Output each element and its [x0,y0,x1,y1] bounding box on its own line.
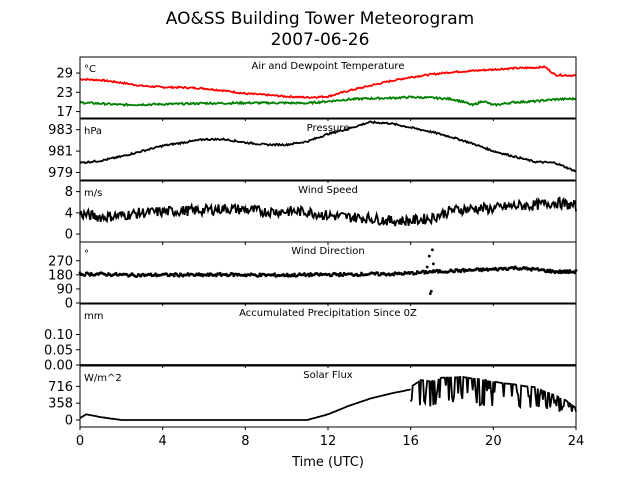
x-tick-label: 20 [485,434,502,449]
y-tick-label: 358 [48,397,73,412]
data-point [358,274,362,277]
series-line-1 [79,196,577,227]
data-point [154,272,158,276]
data-point [308,274,311,278]
data-point [428,292,432,295]
series-line-2 [409,375,577,412]
panel-title: Wind Direction [291,246,365,257]
series-line-1 [79,64,577,99]
data-point [88,274,92,277]
data-point [432,262,435,266]
y-tick-label: 29 [56,67,73,82]
data-point [172,274,176,278]
data-point [429,289,433,293]
panel-title: Pressure [307,123,350,134]
y-tick-label: 0.10 [44,328,73,343]
data-point [530,268,533,272]
y-tick-label: 0 [65,413,73,428]
data-point [309,272,312,275]
data-point [422,269,425,273]
data-point [480,269,484,273]
panel-unit-label: mm [84,311,103,322]
data-point [135,275,139,278]
data-point [557,271,560,275]
data-point [565,269,569,272]
data-point [218,271,222,275]
panel-unit-label: m/s [84,188,102,199]
panel-3: 0 4 8 Wind Speed m/s [65,180,577,245]
y-tick-label: 8 [65,185,73,200]
data-point [376,271,379,275]
y-tick-label: 981 [48,145,73,160]
y-tick-label: 0.05 [44,343,73,358]
data-point [341,274,345,277]
panel-2: 979 981 983 Pressure hPa [48,118,577,183]
panel-title: Air and Dewpoint Temperature [252,61,405,72]
data-point [431,248,434,252]
y-tick-label: 23 [56,86,73,101]
panel-title: Wind Speed [298,185,358,196]
figure-title-line2: 2007-06-26 [271,30,370,50]
data-point [392,273,396,277]
data-point [558,269,562,272]
series-1 [78,248,578,295]
panel-unit-label: W/m^2 [84,373,122,384]
y-tick-label: 17 [56,105,73,120]
data-point [573,271,577,275]
data-point [257,274,260,278]
y-tick-label: 983 [48,123,73,138]
data-point [337,274,341,278]
panel-unit-label: hPa [84,126,102,137]
y-tick-label: 0 [65,297,73,312]
data-point [215,274,218,278]
x-tick-label: 16 [402,434,419,449]
y-tick-label: 180 [48,268,73,283]
data-point [273,272,277,276]
data-point [461,267,465,271]
y-tick-label: 4 [65,206,73,221]
data-point [293,272,296,276]
data-point [427,254,431,258]
data-point [410,270,414,274]
x-tick-label: 0 [76,434,84,449]
data-point [303,272,306,275]
panel-unit-label: °C [84,64,96,75]
data-point [285,272,289,276]
data-point [563,269,567,272]
x-axis-label: Time (UTC) [291,455,364,470]
y-tick-label: 979 [48,166,73,181]
figure-title-line1: AO&SS Building Tower Meteorogram [166,9,474,29]
x-tick-label: 8 [241,434,249,449]
series-line-1 [79,120,577,173]
data-point [548,268,552,272]
y-tick-label: 90 [56,282,73,297]
panel-title: Accumulated Precipitation Since 0Z [239,308,417,319]
series-line-1 [79,388,411,421]
x-tick-label: 4 [159,434,167,449]
panel-5: 0.000.050.10 Accumulated Precipitation Si… [44,303,577,374]
series-line-2 [79,95,577,108]
x-tick-label: 12 [320,434,337,449]
data-point [177,274,181,278]
data-point [231,272,234,276]
y-tick-label: 270 [48,254,73,269]
y-tick-label: 0 [65,228,73,243]
x-tick-label: 24 [568,434,585,449]
panel-unit-label: ° [84,249,89,260]
data-point [83,274,87,277]
panel-title: Solar Flux [303,370,353,381]
data-point [453,270,456,274]
y-tick-label: 0.00 [44,359,73,374]
data-point [567,271,570,275]
data-point [425,265,429,269]
data-point [435,268,439,272]
data-point [414,272,418,276]
y-tick-label: 716 [48,380,73,395]
panel-1: 17 23 29 Air and Dewpoint Temperature °C [56,56,577,121]
